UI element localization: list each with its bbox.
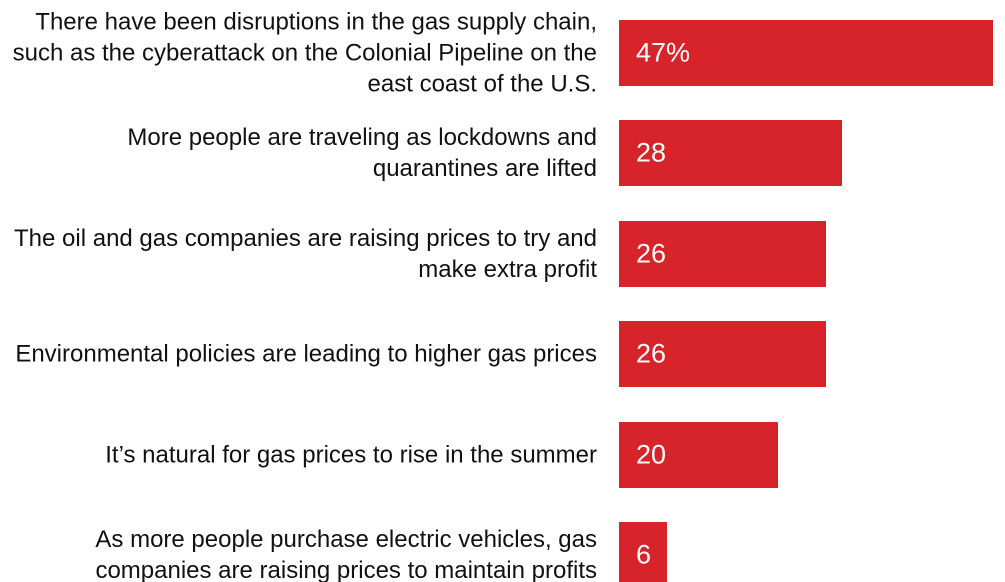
value-label: 47% (636, 37, 691, 68)
value-label: 20 (636, 439, 667, 470)
bar (619, 220, 826, 287)
bar (619, 522, 667, 582)
category-label: It’s natural for gas prices to rise in t… (105, 441, 597, 469)
value-label: 26 (636, 238, 667, 269)
category-label: The oil and gas companies are raising pr… (14, 224, 597, 283)
bar (619, 20, 993, 86)
category-label: Environmental policies are leading to hi… (15, 340, 597, 368)
category-label: More people are traveling as lockdowns a… (127, 124, 597, 183)
category-label: There have been disruptions in the gas s… (12, 8, 597, 98)
value-label: 26 (636, 338, 667, 369)
bar (619, 321, 826, 388)
bar (619, 421, 779, 488)
bar (619, 120, 842, 187)
value-label: 6 (636, 539, 652, 570)
category-label: As more people purchase electric vehicle… (95, 526, 597, 582)
value-label: 28 (636, 137, 667, 168)
